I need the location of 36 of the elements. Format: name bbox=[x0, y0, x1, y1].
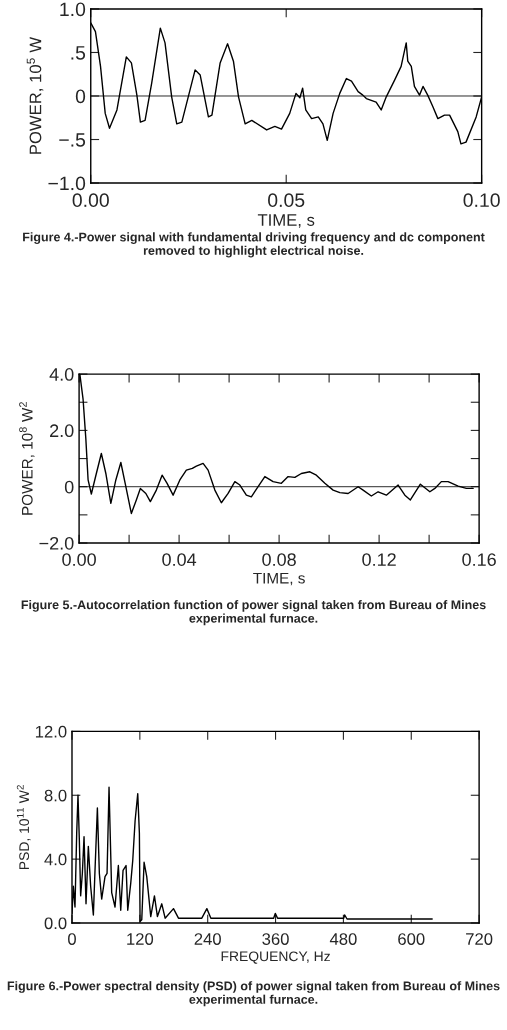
x-tick-label: 0.10 bbox=[463, 193, 500, 208]
y-tick-label: −1.0 bbox=[48, 176, 86, 191]
x-tick-label: 0.04 bbox=[162, 553, 197, 566]
x-tick-label: 240 bbox=[194, 933, 221, 945]
y-tick-label: 2.0 bbox=[50, 424, 74, 438]
x-axis-title: TIME, s bbox=[253, 572, 305, 586]
y-axis-title: POWER, 10$^{5}$ W bbox=[26, 36, 44, 154]
y-axis-title: POWER, 10$^{8}$ W$^{2}$ bbox=[19, 402, 35, 515]
x-tick-label: 0.12 bbox=[362, 553, 396, 566]
caption: Figure 5.-Autocorrelation function of power signal taken from Bureau of Mines experimental furnace. bbox=[21, 600, 486, 626]
y-tick-label: 1.0 bbox=[60, 2, 86, 17]
y-tick-label: −.5 bbox=[59, 133, 86, 147]
y-tick-label: 0.0 bbox=[44, 917, 67, 930]
x-tick-label: 0.00 bbox=[72, 193, 109, 208]
x-axis-title: TIME, s bbox=[257, 214, 315, 228]
x-tick-label: 0.16 bbox=[462, 553, 496, 566]
x-tick-label: 480 bbox=[329, 933, 357, 945]
x-tick-label: 0.08 bbox=[262, 553, 296, 566]
x-tick-label: 0.05 bbox=[268, 193, 305, 208]
y-tick-label: 4.0 bbox=[44, 853, 67, 866]
x-tick-label: 600 bbox=[398, 933, 425, 945]
y-tick-label: 0 bbox=[75, 89, 86, 104]
y-tick-label: 12.0 bbox=[35, 725, 67, 738]
y-tick-label: −2.0 bbox=[39, 536, 74, 550]
x-tick-label: 720 bbox=[466, 933, 493, 945]
y-tick-label: 4.0 bbox=[49, 368, 74, 381]
y-tick-label: 0 bbox=[64, 480, 74, 494]
caption: Figure 4.-Power signal with fundamental driving frequency and dc component removed to highlight electrical noise. bbox=[23, 232, 485, 258]
x-tick-label: 360 bbox=[262, 933, 289, 945]
caption: Figure 6.-Power spectral density (PSD) of power signal taken from Bureau of Mines experimental furnace. bbox=[7, 981, 500, 1007]
y-tick-label: .5 bbox=[71, 46, 86, 60]
y-axis-title: PSD, 10$^{11}$ W$^{2}$ bbox=[16, 785, 31, 870]
x-axis-title: FREQUENCY, Hz bbox=[221, 951, 330, 964]
y-tick-label: 8.0 bbox=[44, 789, 67, 802]
x-tick-label: 120 bbox=[127, 933, 154, 945]
x-tick-label: 0.00 bbox=[62, 553, 96, 566]
